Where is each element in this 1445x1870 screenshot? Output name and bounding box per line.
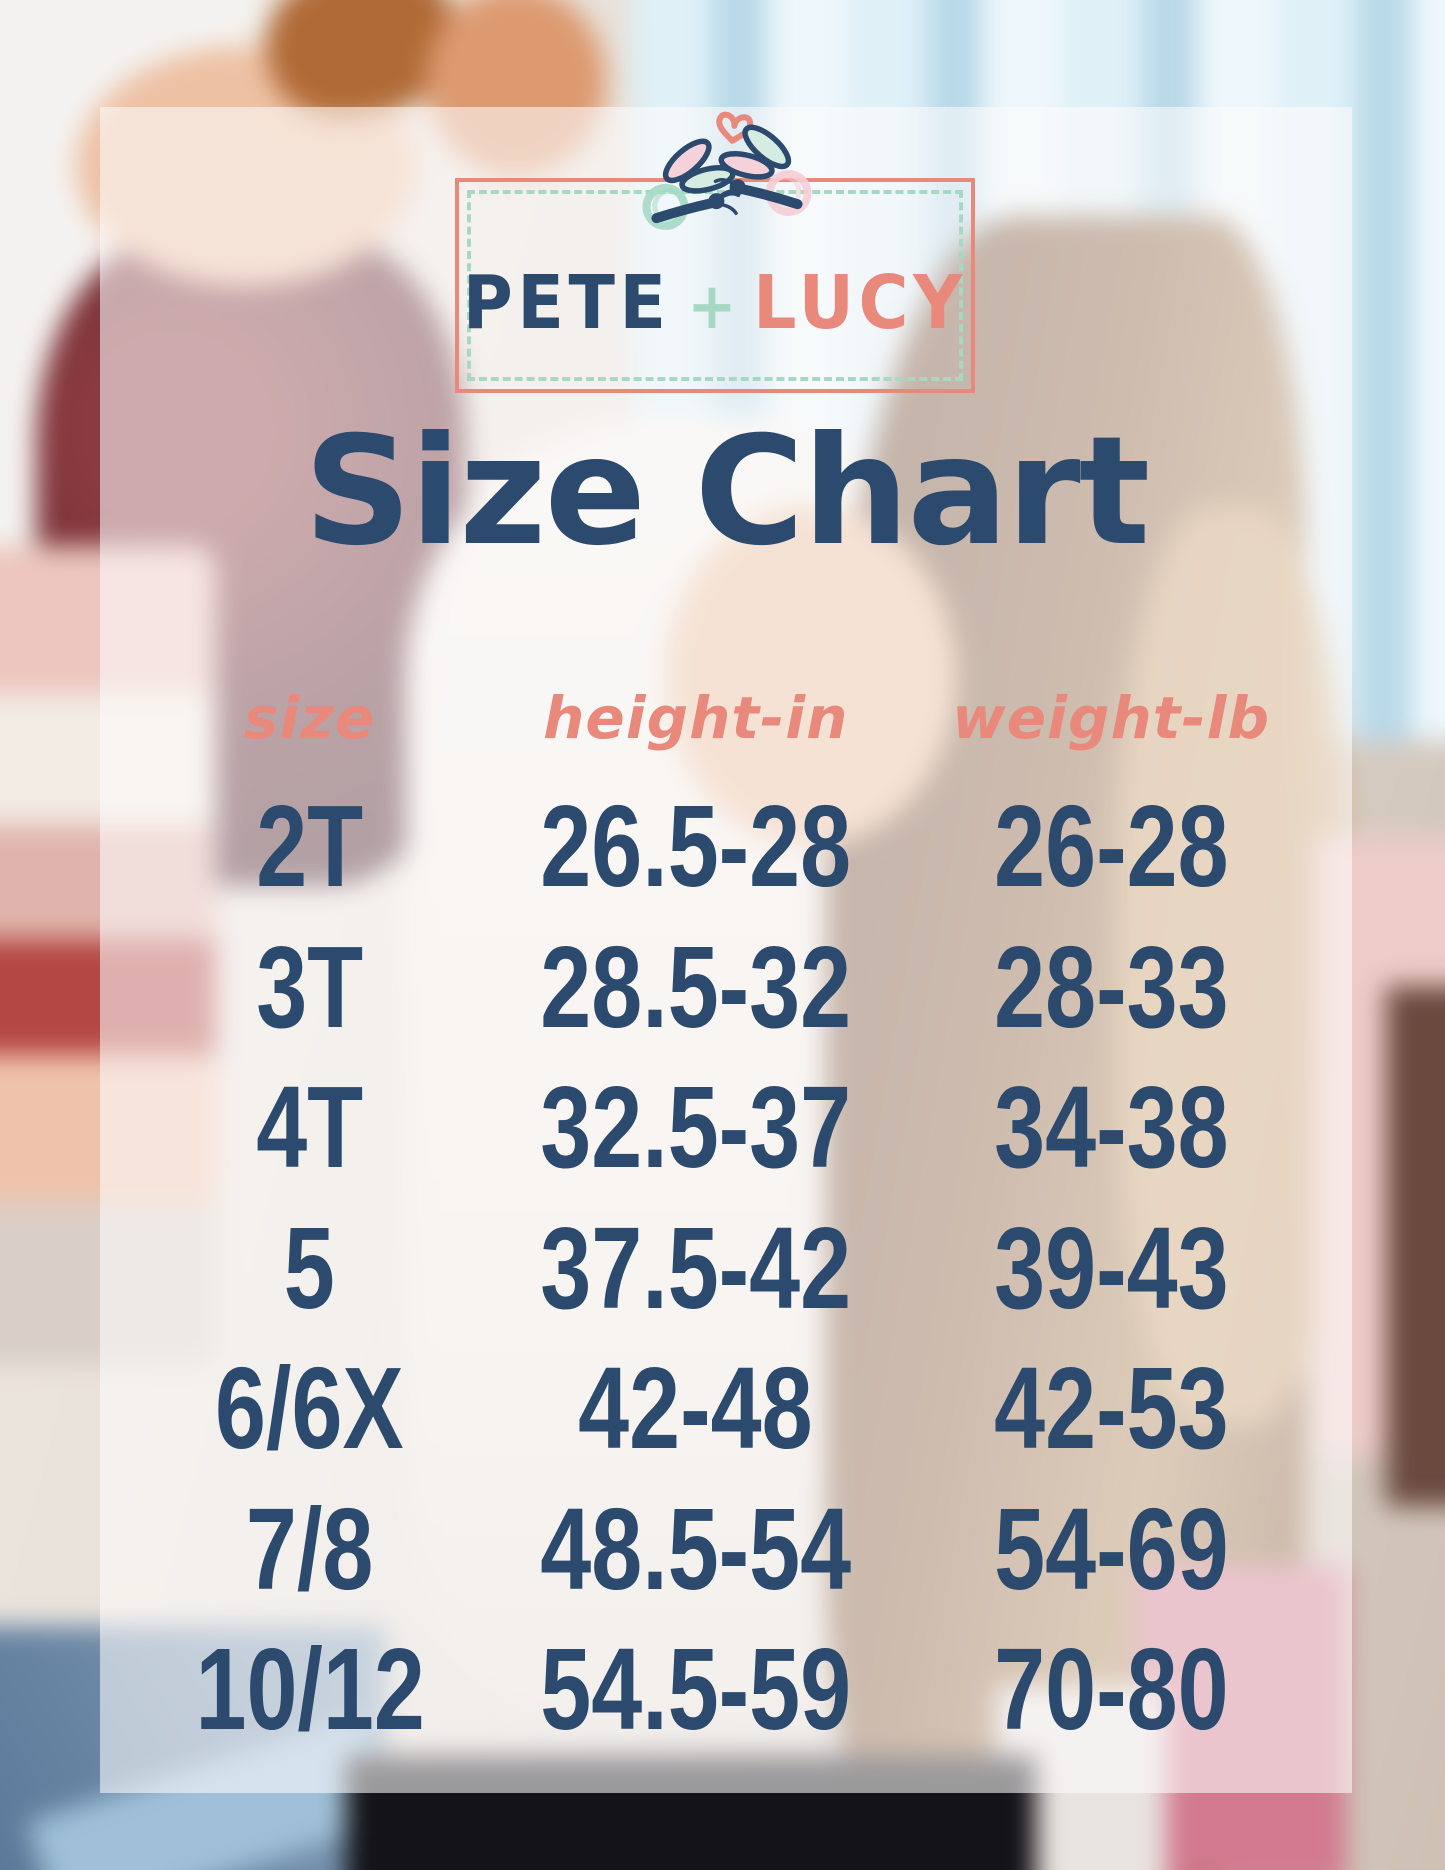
cell-height: 54.5-59 <box>540 1624 852 1755</box>
cell-weight: 39-43 <box>993 1202 1229 1333</box>
cell-height: 26.5-28 <box>540 781 852 912</box>
cell-size: 10/12 <box>194 1624 425 1755</box>
cell-size: 4T <box>256 1062 364 1193</box>
brand-name-lucy: LUCY <box>753 259 968 346</box>
column-header-weight: weight-lb <box>952 684 1270 752</box>
cell-height: 28.5-32 <box>540 921 852 1052</box>
overlay-panel <box>100 107 1352 1793</box>
cell-size: 7/8 <box>245 1483 374 1614</box>
cell-size: 2T <box>256 781 364 912</box>
size-chart-table: size height-in weight-lb 2T 26.5-28 26-2… <box>140 660 1310 1760</box>
cell-weight: 42-53 <box>993 1343 1229 1474</box>
cell-size: 5 <box>284 1202 336 1333</box>
photo-region-right-dark <box>1386 986 1445 1506</box>
cell-height: 48.5-54 <box>540 1483 852 1614</box>
firefly-icon <box>642 138 741 230</box>
cell-height: 32.5-37 <box>540 1062 852 1193</box>
column-header-size: size <box>243 684 376 752</box>
cell-weight: 34-38 <box>993 1062 1229 1193</box>
cell-weight: 70-80 <box>993 1624 1229 1755</box>
page-title: Size Chart <box>303 405 1150 579</box>
fireflies-heart-icon <box>642 111 812 230</box>
cell-weight: 28-33 <box>993 921 1229 1052</box>
firefly-icon <box>713 124 812 216</box>
cell-size: 6/6X <box>215 1343 404 1474</box>
cell-height: 37.5-42 <box>540 1202 852 1333</box>
cell-size: 3T <box>256 921 364 1052</box>
brand-logo-box: PETE + LUCY <box>455 178 975 393</box>
brand-logo-inner-border: PETE + LUCY <box>463 190 963 381</box>
heart-icon <box>716 111 754 144</box>
cell-weight: 26-28 <box>993 781 1229 912</box>
brand-plus-sign: + <box>687 269 737 344</box>
column-header-height: height-in <box>543 684 849 752</box>
cell-height: 42-48 <box>578 1343 813 1474</box>
cell-weight: 54-69 <box>993 1483 1229 1614</box>
brand-name-pete: PETE <box>462 259 671 346</box>
brand-logo-text: PETE + LUCY <box>463 260 967 346</box>
